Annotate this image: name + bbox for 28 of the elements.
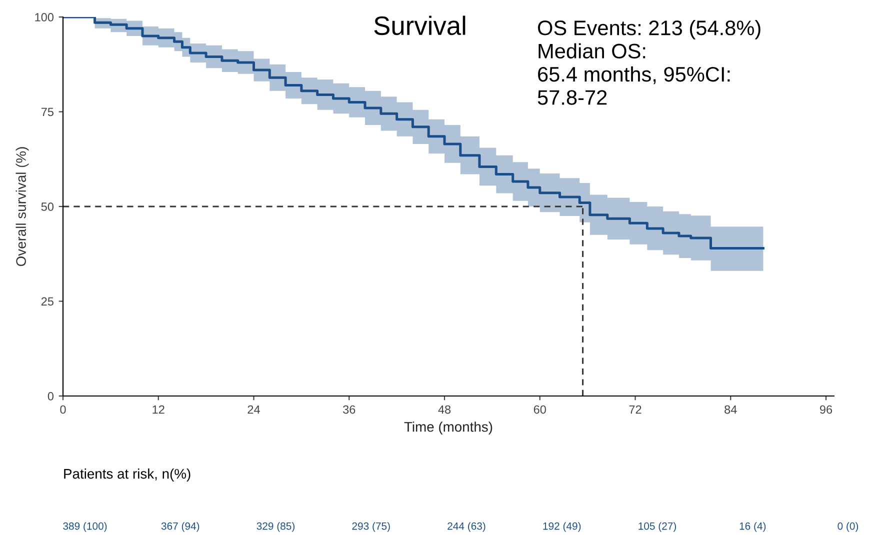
x-tick-label: 96 — [820, 405, 832, 414]
text: 244 (63) — [448, 522, 486, 532]
x-tick-label: 48 — [438, 405, 451, 414]
y-axis-title: Overall survival (%) — [16, 147, 29, 266]
x-tick-label: 24 — [248, 405, 260, 414]
x-axis-title: Time (months) — [404, 422, 492, 435]
x-tick-label: 72 — [629, 405, 642, 414]
x-tick-label: 60 — [534, 405, 546, 414]
text: 105 (27) — [638, 522, 676, 532]
text: 192 (49) — [543, 522, 581, 532]
y-tick-label: 75 — [41, 108, 54, 116]
text: 367 (94) — [161, 522, 200, 532]
text: 389 (100) — [63, 522, 107, 532]
text: 16 (4) — [740, 522, 766, 532]
y-tick-label: 100 — [35, 13, 54, 22]
y-tick-label: 0 — [48, 392, 54, 400]
x-tick-label: 36 — [343, 405, 356, 414]
text: 293 (75) — [352, 522, 390, 532]
x-tick-label: 12 — [152, 405, 164, 414]
x-tick-label: 0 — [60, 405, 66, 414]
text: 329 (85) — [256, 522, 295, 532]
text: Patients at risk, n(%) — [64, 468, 190, 482]
y-tick-label: 50 — [41, 202, 54, 211]
x-tick-label: 84 — [724, 405, 737, 414]
text: 0 (0) — [838, 522, 858, 532]
y-tick-label: 25 — [41, 297, 54, 306]
annotation: OS Events: 213 (54.8%) Median OS: 65.4 months, 95%CI: 57.8-72 — [538, 20, 760, 105]
chart-title: Survival — [374, 16, 466, 36]
